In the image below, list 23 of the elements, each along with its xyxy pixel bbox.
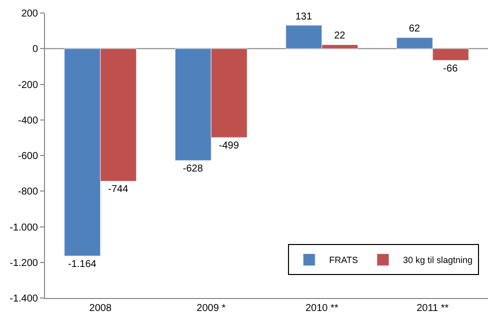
data-label: -628 — [182, 163, 204, 174]
x-tick-label: 2008 — [89, 303, 112, 314]
y-tick-label: 200 — [21, 8, 38, 20]
data-label: -499 — [218, 140, 240, 152]
data-label: 22 — [334, 30, 346, 42]
data-label: -744 — [108, 184, 129, 196]
data-label: -66 — [443, 63, 458, 74]
data-label: 62 — [408, 24, 420, 35]
y-tick-label: -1.000 — [10, 222, 38, 234]
y-tick-label: -200 — [18, 80, 38, 91]
x-tick-label: 2009 * — [196, 303, 226, 314]
x-tick-label: 2011 ** — [416, 303, 449, 314]
y-tick-label: -800 — [18, 186, 38, 198]
y-tick-label: -600 — [18, 151, 38, 162]
data-label: 131 — [295, 11, 312, 22]
y-tick-label: -400 — [18, 115, 38, 126]
y-tick-label: 0 — [32, 44, 38, 56]
y-tick-label: -1.200 — [10, 258, 38, 269]
y-tick-label: -1.400 — [10, 294, 38, 304]
data-label: -1.164 — [68, 258, 97, 270]
legend-label: 30 kg til slagtning — [402, 255, 473, 266]
legend-label: FRATS — [329, 255, 358, 266]
x-tick-label: 2010 ** — [305, 303, 338, 314]
